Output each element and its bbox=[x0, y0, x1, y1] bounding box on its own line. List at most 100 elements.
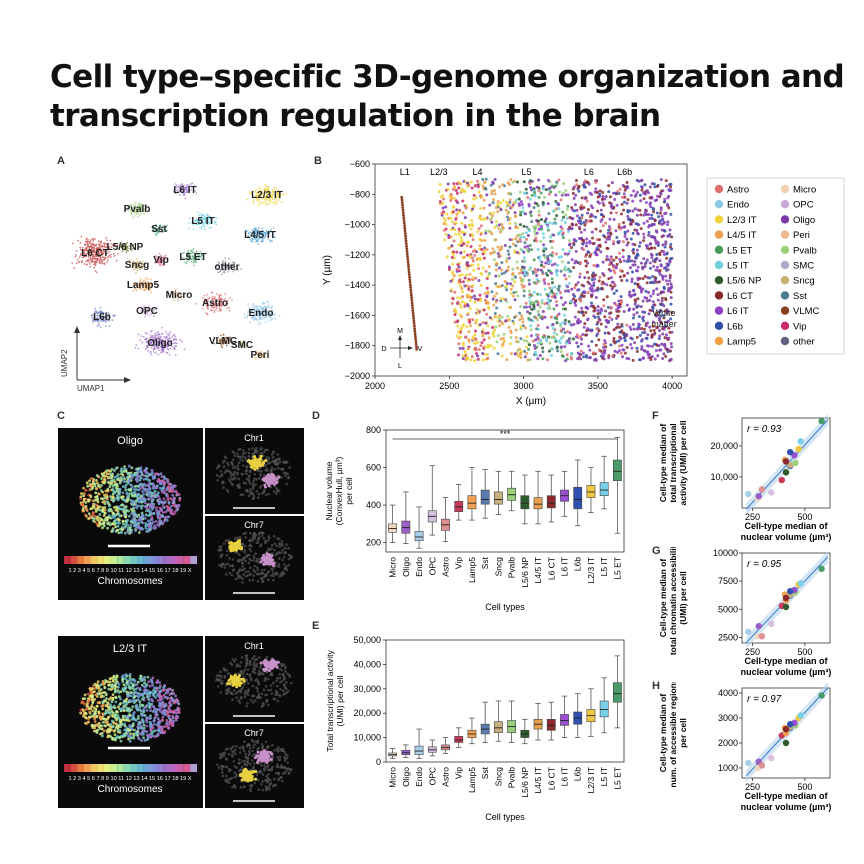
spatial-cell bbox=[529, 334, 533, 338]
umap-point bbox=[244, 229, 247, 232]
spatial-cell bbox=[541, 346, 545, 350]
umap-point bbox=[90, 247, 93, 250]
spatial-cell bbox=[527, 282, 531, 286]
umap-point bbox=[167, 348, 170, 351]
spatial-cell bbox=[547, 282, 551, 286]
chromatin-point bbox=[102, 524, 106, 528]
spatial-cell bbox=[627, 293, 631, 297]
spatial-cell bbox=[607, 354, 611, 358]
spatial-cell bbox=[633, 260, 637, 264]
spatial-cell bbox=[620, 202, 624, 206]
spatial-cell bbox=[666, 319, 670, 323]
spatial-cell bbox=[582, 313, 586, 317]
spatial-cell bbox=[665, 262, 669, 266]
spatial-cell bbox=[447, 265, 451, 269]
umap-cluster-label: Pvalb bbox=[124, 204, 151, 215]
spatial-cell bbox=[408, 275, 411, 279]
spatial-cell bbox=[632, 247, 636, 251]
spatial-cell bbox=[541, 232, 545, 236]
spatial-cell bbox=[607, 277, 611, 281]
spatial-cell bbox=[486, 275, 490, 279]
spatial-cell bbox=[455, 269, 459, 273]
umap-point bbox=[106, 243, 109, 246]
spatial-cell bbox=[522, 224, 526, 228]
spatial-cell bbox=[508, 198, 512, 202]
spatial-cell bbox=[477, 216, 481, 220]
umap-point bbox=[152, 311, 155, 314]
spatial-cell bbox=[514, 290, 518, 294]
umap-point bbox=[172, 299, 175, 302]
spatial-cell bbox=[456, 324, 460, 328]
spatial-cell bbox=[652, 281, 656, 285]
spatial-cell bbox=[548, 307, 552, 311]
spatial-cell bbox=[608, 195, 612, 199]
umap-point bbox=[242, 345, 245, 348]
umap-point bbox=[136, 267, 139, 270]
umap-point bbox=[91, 314, 94, 317]
chromatin-point bbox=[97, 492, 101, 496]
umap-point bbox=[156, 340, 159, 343]
umap-point bbox=[213, 301, 216, 304]
umap-point bbox=[213, 309, 216, 312]
spatial-cell bbox=[443, 219, 447, 223]
umap-point bbox=[217, 264, 220, 266]
spatial-cell bbox=[524, 305, 528, 309]
umap-point bbox=[126, 241, 129, 244]
umap-point bbox=[128, 259, 131, 262]
spatial-cell bbox=[493, 312, 497, 316]
umap-point bbox=[141, 266, 144, 269]
spatial-cell bbox=[656, 194, 660, 198]
chromatin-point bbox=[139, 520, 143, 524]
spatial-cell bbox=[649, 201, 653, 205]
spatial-cell bbox=[598, 192, 602, 196]
spatial-cell bbox=[446, 182, 450, 186]
chromatin-point bbox=[117, 531, 121, 535]
umap-point bbox=[271, 305, 274, 308]
spatial-cell bbox=[543, 287, 547, 291]
spatial-cell bbox=[663, 309, 667, 313]
spatial-cell bbox=[461, 341, 465, 345]
umap-point bbox=[132, 205, 134, 207]
umap-point bbox=[220, 298, 223, 301]
spatial-cell bbox=[486, 301, 490, 305]
spatial-cell bbox=[400, 198, 404, 202]
spatial-cell bbox=[546, 225, 550, 229]
umap-point bbox=[225, 264, 228, 267]
spatial-cell bbox=[623, 351, 627, 355]
umap-cluster bbox=[243, 300, 281, 326]
umap-point bbox=[248, 310, 250, 313]
spatial-cell bbox=[554, 184, 558, 188]
umap-point bbox=[207, 218, 209, 221]
umap-point bbox=[223, 269, 226, 272]
umap-point bbox=[213, 220, 216, 223]
spatial-cell bbox=[580, 311, 584, 315]
umap-point bbox=[139, 285, 142, 288]
legend-swatch bbox=[780, 184, 790, 194]
umap-point bbox=[206, 222, 208, 225]
umap-point bbox=[172, 294, 174, 297]
spatial-cell bbox=[655, 326, 659, 330]
umap-point bbox=[217, 336, 220, 339]
spatial-cell bbox=[639, 227, 643, 231]
spatial-cell bbox=[607, 190, 611, 194]
umap-point bbox=[102, 248, 105, 251]
spatial-cell bbox=[584, 306, 588, 310]
umap-point bbox=[162, 256, 165, 259]
spatial-cell bbox=[511, 242, 515, 246]
spatial-cell bbox=[656, 298, 660, 302]
spatial-cell bbox=[528, 311, 532, 315]
umap-point bbox=[224, 297, 226, 300]
chromatin-point bbox=[95, 474, 99, 477]
spatial-cell bbox=[477, 190, 481, 194]
umap-point bbox=[116, 247, 119, 250]
spatial-cell bbox=[541, 335, 545, 339]
spatial-cell bbox=[590, 286, 594, 290]
umap-point bbox=[135, 261, 138, 264]
chromatin-point bbox=[178, 498, 182, 502]
spatial-cell bbox=[469, 180, 473, 184]
umap-point bbox=[208, 297, 210, 300]
umap-point bbox=[246, 316, 248, 319]
spatial-cell bbox=[538, 259, 542, 263]
spatial-cell bbox=[633, 341, 637, 345]
spatial-cell bbox=[638, 241, 642, 245]
